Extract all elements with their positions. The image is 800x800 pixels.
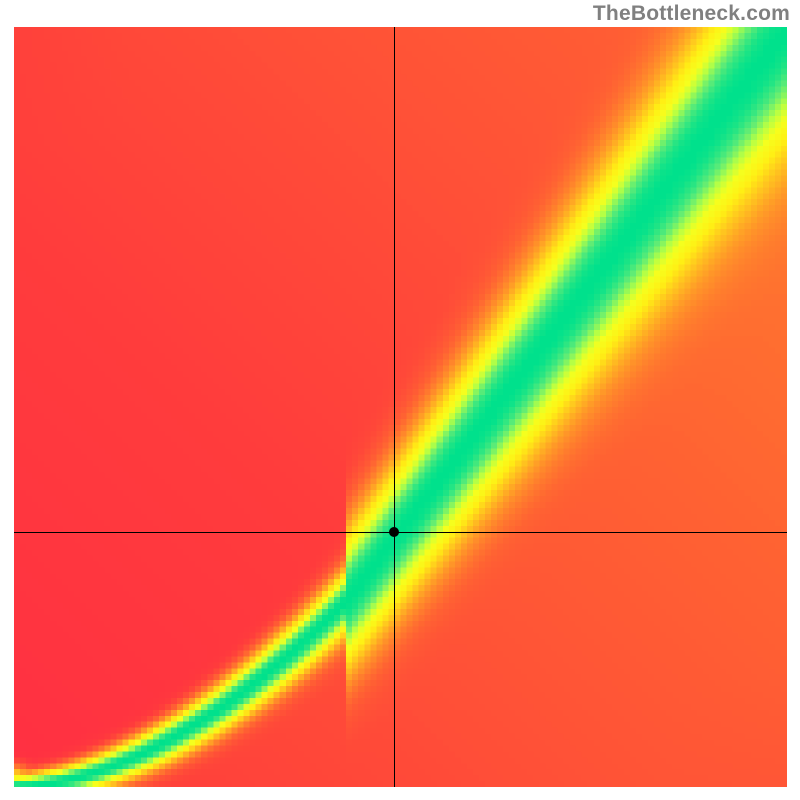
- plot-area: [14, 27, 787, 787]
- chart-container: TheBottleneck.com: [0, 0, 800, 800]
- crosshair-horizontal: [14, 532, 787, 533]
- marker-point: [389, 527, 399, 537]
- heatmap-canvas: [14, 27, 787, 787]
- crosshair-vertical: [394, 27, 395, 787]
- attribution-text: TheBottleneck.com: [593, 2, 790, 26]
